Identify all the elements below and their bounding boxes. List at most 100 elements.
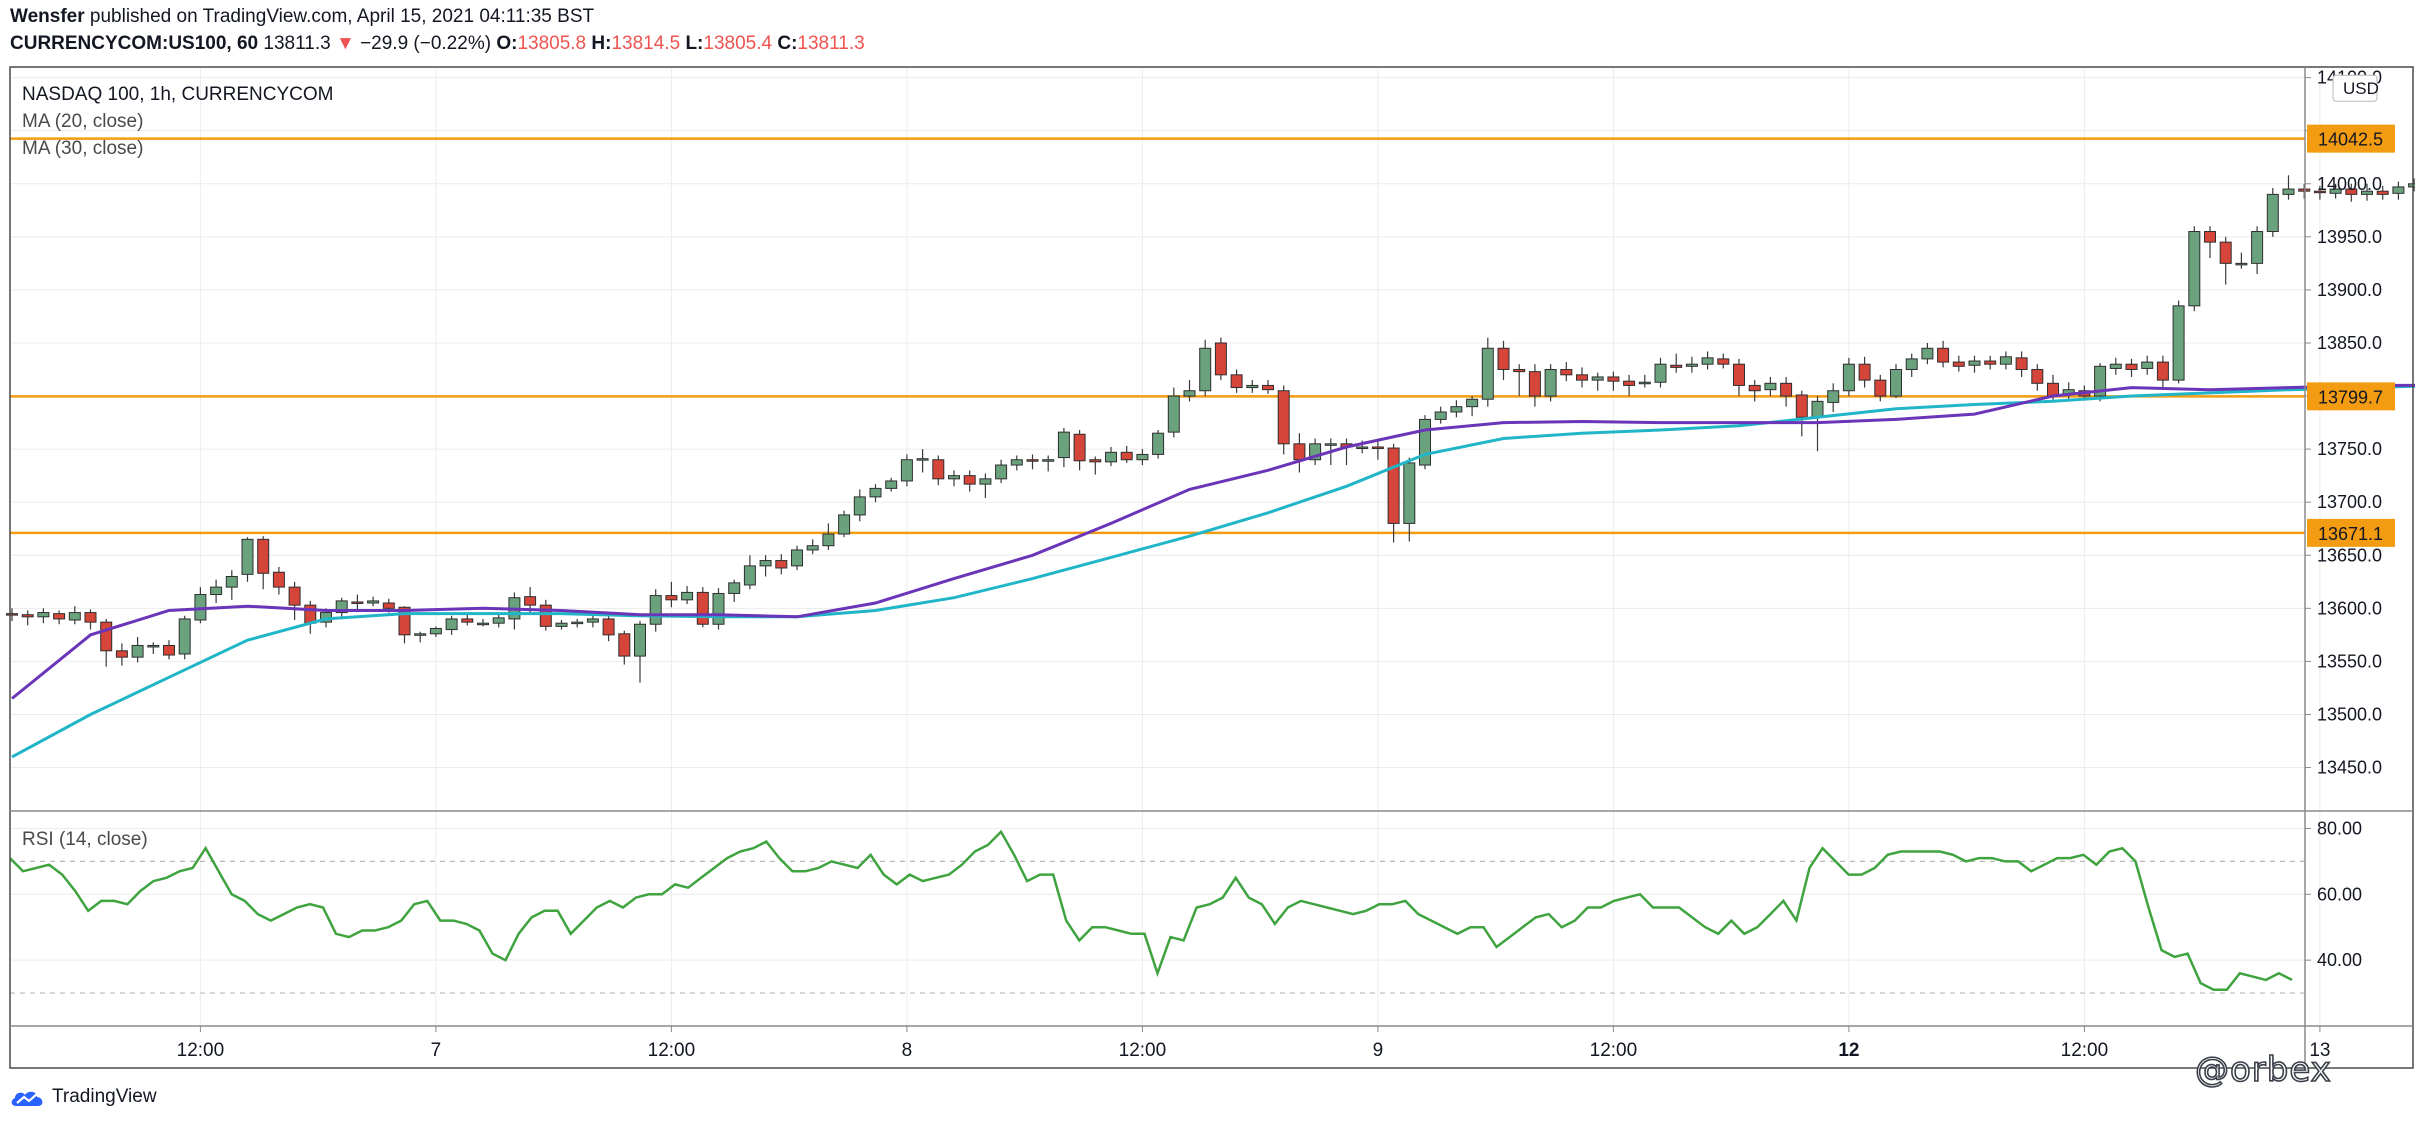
price-tick-label: 13450.0 xyxy=(2317,758,2382,778)
candle-body xyxy=(1654,363,1667,383)
candle-body xyxy=(1811,400,1824,418)
candle-body xyxy=(932,459,945,480)
candle-body xyxy=(1780,382,1793,397)
ma30-line xyxy=(11,384,2415,759)
candle-body xyxy=(257,538,270,574)
candle-body xyxy=(539,604,552,627)
candle-body xyxy=(1952,361,1965,367)
price-axis[interactable]: 13450.0 13500.0 13550.0 13600.0 13650.0 13700… xyxy=(2305,68,2395,778)
open-value: 13805.8 xyxy=(517,33,587,54)
time-axis[interactable]: 12:00712:00812:00912:001212:001312:00141… xyxy=(177,1026,2415,1061)
high-label: H: xyxy=(591,33,612,54)
high-value: 13814.5 xyxy=(611,33,681,54)
candle-body xyxy=(1042,459,1055,462)
moving-averages xyxy=(11,383,2415,759)
time-tick-label: 12:00 xyxy=(1590,1040,1638,1061)
tradingview-text: TradingView xyxy=(52,1086,157,1107)
candle-body xyxy=(6,613,18,616)
price-tick-label: 13650.0 xyxy=(2317,545,2382,565)
indicator-label: MA (30, close) xyxy=(22,138,143,159)
candle-body xyxy=(1842,363,1855,392)
candle-body xyxy=(100,621,113,652)
candle-body xyxy=(555,622,568,627)
candle-body xyxy=(759,560,772,567)
level-price-badge xyxy=(2307,124,2395,153)
candle-body xyxy=(1560,369,1573,376)
candle-body xyxy=(1748,384,1761,392)
candle-body xyxy=(1246,384,1259,389)
candle-body xyxy=(1324,443,1337,446)
candle-body xyxy=(728,582,741,594)
rsi-series-line xyxy=(9,829,2293,992)
candle-body xyxy=(712,592,725,625)
candle-body xyxy=(1497,347,1510,371)
candle-body xyxy=(2219,241,2232,264)
time-tick-label: 12 xyxy=(1838,1040,1859,1061)
candle-body xyxy=(1434,411,1447,420)
close-label: C: xyxy=(777,33,798,54)
candle-body xyxy=(2408,183,2415,188)
candle-body xyxy=(2031,369,2044,384)
ma20-line xyxy=(11,383,2415,700)
symbol-name: CURRENCYCOM:US100, 60 xyxy=(10,33,259,54)
author-name[interactable]: Wensfer xyxy=(10,6,85,27)
tradingview-logo[interactable]: TradingView xyxy=(10,1086,157,1108)
rsi-line xyxy=(9,829,2293,992)
candle-body xyxy=(461,618,474,623)
candle-body xyxy=(853,496,866,516)
candle-body xyxy=(1167,395,1180,433)
candle-body xyxy=(1293,443,1306,461)
price-tick-label: 13700.0 xyxy=(2317,492,2382,512)
candle-body xyxy=(1371,446,1384,449)
candle-body xyxy=(900,459,913,482)
time-tick-label: 9 xyxy=(1373,1040,1384,1061)
publish-info: Wensfer published on TradingView.com, Ap… xyxy=(10,6,594,28)
candle-body xyxy=(1764,382,1777,391)
candle-body xyxy=(1387,447,1400,524)
candle-body xyxy=(2125,363,2138,371)
candle-body xyxy=(1419,418,1431,466)
price-tick-label: 13950.0 xyxy=(2317,227,2382,247)
candle-body xyxy=(492,617,505,624)
candle-body xyxy=(1999,356,2012,365)
low-value: 13805.4 xyxy=(703,33,773,54)
last-price: 13811.3 xyxy=(263,33,331,54)
candle-body xyxy=(241,538,254,575)
candle-body xyxy=(665,595,678,601)
candle-body xyxy=(2361,190,2373,195)
candle-body xyxy=(351,601,364,604)
candle-body xyxy=(2094,365,2107,397)
candle-body xyxy=(1544,369,1557,397)
time-tick-label: 7 xyxy=(431,1040,442,1061)
candle-body xyxy=(1277,390,1290,445)
outer-frame xyxy=(9,66,2414,1069)
candle-body xyxy=(1576,374,1588,381)
candle-body xyxy=(1026,459,1039,462)
candle-body xyxy=(948,475,960,480)
candle-body xyxy=(147,644,160,648)
candle-body xyxy=(963,475,976,485)
candle-body xyxy=(1073,433,1086,462)
candle-body xyxy=(696,591,709,625)
candle-body xyxy=(2376,190,2389,195)
time-tick-label: 12:00 xyxy=(177,1040,225,1061)
horizontal-levels[interactable] xyxy=(10,137,2305,535)
time-tick-label: 12:00 xyxy=(1119,1040,1167,1061)
candlesticks xyxy=(6,175,2415,683)
candle-body xyxy=(382,602,395,609)
candle-body xyxy=(367,600,380,604)
candle-body xyxy=(869,487,882,498)
candle-body xyxy=(602,618,615,636)
candle-body xyxy=(791,549,803,567)
indicator-label: MA (20, close) xyxy=(22,111,143,132)
candle-body xyxy=(2329,188,2342,194)
price-tick-label: 14000.0 xyxy=(2317,174,2382,194)
candle-body xyxy=(2188,231,2201,307)
rsi-axis[interactable]: 40.00 60.00 80.00 xyxy=(2305,818,2362,970)
candle-body xyxy=(1450,406,1463,413)
candle-body xyxy=(743,565,756,586)
candle-body xyxy=(414,633,427,636)
candle-body xyxy=(1984,360,1997,365)
level-price-badge xyxy=(2307,518,2395,547)
